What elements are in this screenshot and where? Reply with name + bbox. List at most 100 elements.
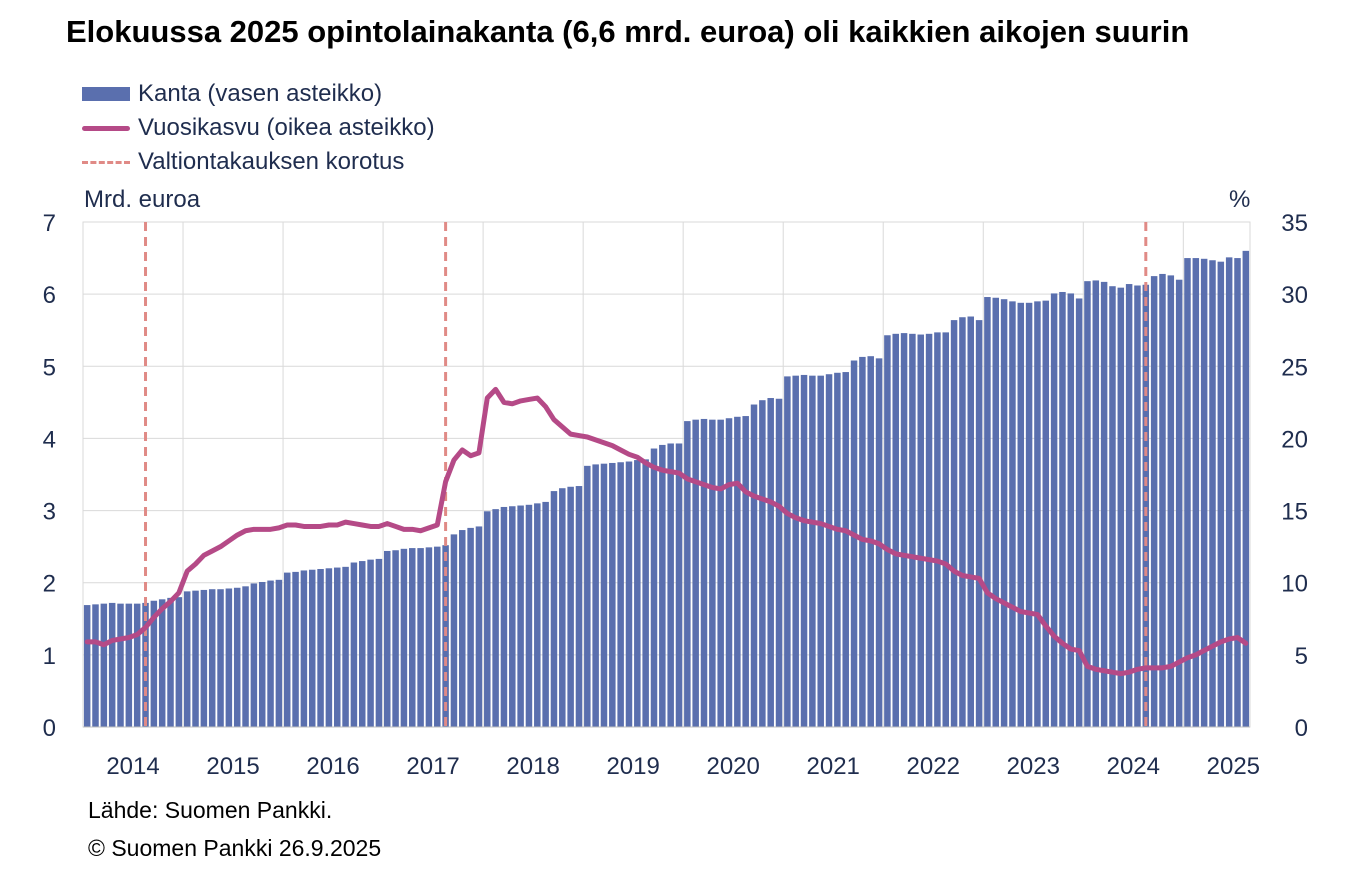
bar	[417, 548, 424, 727]
bar	[175, 597, 183, 727]
bar	[325, 568, 333, 727]
bar	[217, 589, 224, 727]
bar	[542, 501, 549, 727]
y-axis-left-label: Mrd. euroa	[84, 186, 201, 213]
bar	[600, 463, 608, 727]
y-left-tick-label: 0	[43, 715, 56, 742]
y-left-tick-label: 5	[43, 354, 56, 381]
bar	[1017, 302, 1025, 727]
bar	[1009, 301, 1016, 727]
bar	[225, 588, 233, 727]
y-left-tick-label: 1	[43, 643, 56, 670]
bar	[725, 418, 733, 727]
bar	[1242, 250, 1250, 728]
bar	[292, 571, 299, 727]
bar	[950, 320, 958, 727]
bar	[308, 569, 316, 727]
bar	[342, 566, 349, 727]
bar	[1109, 286, 1116, 727]
bar	[1142, 284, 1150, 727]
y-right-tick-label: 25	[1281, 354, 1308, 381]
bar	[609, 462, 616, 727]
bar	[667, 443, 674, 727]
bar	[125, 603, 133, 727]
y-left-tick-label: 7	[43, 210, 56, 237]
bar	[767, 398, 774, 727]
legend-item-stock: Kanta (vasen asteikko)	[82, 79, 382, 109]
bar	[817, 375, 824, 727]
bar	[1084, 281, 1091, 727]
y-right-tick-label: 30	[1281, 282, 1308, 309]
bar	[167, 597, 174, 727]
bar	[759, 400, 766, 727]
bar	[1209, 260, 1216, 727]
bar	[1159, 273, 1166, 727]
bar	[500, 506, 508, 727]
bar	[975, 320, 983, 727]
bar	[267, 580, 274, 727]
y-left-tick-label: 3	[43, 499, 56, 526]
bar	[100, 603, 108, 727]
bar	[525, 504, 533, 727]
bar	[242, 586, 249, 727]
bar	[709, 419, 716, 727]
copyright-note: © Suomen Pankki 26.9.2025	[88, 835, 382, 861]
bar	[700, 418, 708, 727]
bar	[1050, 293, 1058, 727]
bar	[434, 546, 441, 727]
bar	[834, 372, 841, 727]
bar	[559, 488, 566, 727]
bar	[642, 459, 649, 727]
bar	[934, 332, 941, 727]
bar	[1042, 300, 1050, 727]
bar	[1192, 258, 1200, 727]
x-tick-label: 2017	[406, 753, 459, 780]
bar	[984, 297, 991, 727]
bar	[1000, 299, 1008, 727]
bar	[659, 444, 666, 727]
legend-item-guarantee: Valtiontakauksen korotus	[82, 147, 404, 177]
bar	[208, 589, 216, 727]
x-tick-label: 2019	[606, 753, 659, 780]
legend-label-growth: Vuosikasvu (oikea asteikko)	[138, 114, 435, 141]
y-left-tick-label: 6	[43, 282, 56, 309]
y-right-tick-label: 20	[1281, 426, 1308, 453]
bar	[917, 334, 924, 727]
bar	[592, 464, 599, 727]
bar	[742, 416, 749, 727]
legend-dash-swatch	[82, 160, 130, 164]
bar	[1125, 284, 1133, 727]
bar	[784, 376, 791, 727]
bar	[400, 548, 408, 727]
bar	[1150, 276, 1158, 727]
bar	[942, 332, 949, 727]
bar	[650, 448, 658, 727]
bar	[775, 398, 783, 727]
bar	[233, 587, 241, 727]
bar	[734, 416, 741, 727]
bar	[717, 419, 724, 727]
bar	[1225, 257, 1233, 727]
bar	[567, 486, 574, 727]
y-right-tick-label: 15	[1281, 499, 1308, 526]
bar	[925, 333, 933, 727]
bar	[83, 605, 91, 727]
bar	[617, 462, 624, 727]
bar	[825, 374, 833, 727]
bar	[117, 603, 124, 727]
bar	[367, 559, 374, 727]
bar	[158, 599, 166, 727]
bar	[92, 604, 99, 727]
source-note: Lähde: Suomen Pankki.	[88, 797, 333, 823]
bar	[1234, 258, 1241, 727]
legend-line-swatch	[82, 125, 130, 131]
bar	[409, 548, 416, 727]
bar	[1092, 280, 1100, 727]
x-tick-label: 2022	[907, 753, 960, 780]
bar	[450, 534, 458, 727]
bar	[108, 602, 116, 727]
bar	[1025, 302, 1033, 727]
y-right-tick-label: 0	[1295, 715, 1308, 742]
bar	[384, 550, 391, 727]
